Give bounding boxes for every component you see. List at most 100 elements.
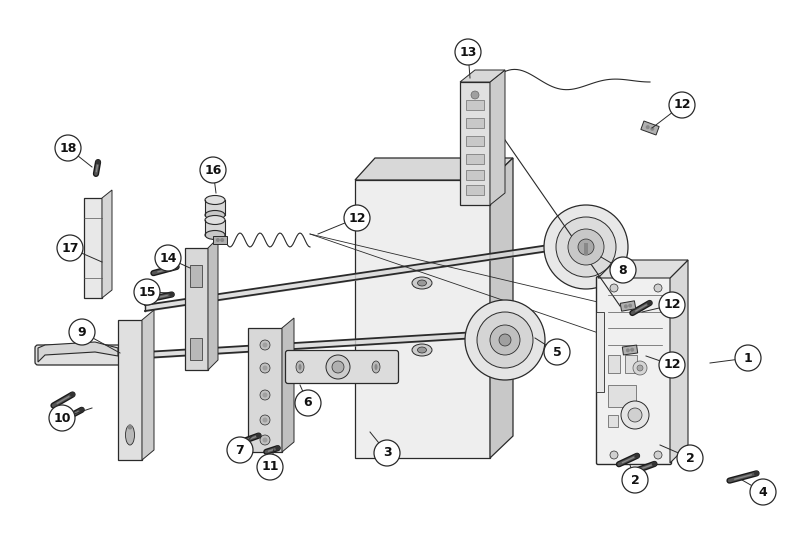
Polygon shape	[142, 310, 154, 460]
Circle shape	[626, 348, 630, 352]
Ellipse shape	[205, 216, 225, 224]
Circle shape	[227, 437, 253, 463]
Bar	[608, 415, 618, 427]
Polygon shape	[208, 238, 218, 370]
Circle shape	[654, 451, 662, 459]
Text: 8: 8	[618, 264, 627, 276]
Polygon shape	[670, 260, 688, 463]
Ellipse shape	[298, 364, 302, 370]
Ellipse shape	[412, 277, 432, 289]
Bar	[205, 220, 225, 235]
Text: 16: 16	[204, 163, 222, 176]
Circle shape	[260, 435, 270, 445]
Circle shape	[155, 245, 181, 271]
Polygon shape	[38, 342, 118, 362]
Circle shape	[650, 127, 654, 131]
Polygon shape	[598, 260, 688, 278]
Polygon shape	[185, 248, 208, 370]
Circle shape	[669, 92, 695, 118]
Circle shape	[633, 361, 647, 375]
Text: 1: 1	[744, 352, 752, 365]
Bar	[466, 185, 484, 195]
Circle shape	[174, 264, 179, 269]
Bar	[190, 265, 202, 287]
Text: 12: 12	[663, 299, 681, 312]
Circle shape	[646, 125, 650, 129]
Text: 14: 14	[159, 252, 177, 264]
Circle shape	[610, 257, 636, 283]
Text: 2: 2	[686, 452, 694, 465]
Circle shape	[200, 157, 226, 183]
Polygon shape	[460, 82, 490, 205]
Text: 6: 6	[304, 396, 312, 410]
Ellipse shape	[486, 330, 494, 370]
Text: 13: 13	[459, 45, 477, 58]
Circle shape	[677, 445, 703, 471]
Circle shape	[260, 390, 270, 400]
Text: 17: 17	[62, 241, 78, 254]
Circle shape	[275, 446, 280, 450]
Circle shape	[260, 340, 270, 350]
Circle shape	[374, 440, 400, 466]
Circle shape	[622, 467, 648, 493]
Bar	[608, 355, 620, 373]
Text: 7: 7	[236, 443, 244, 456]
Polygon shape	[490, 70, 505, 205]
Ellipse shape	[127, 424, 133, 430]
Circle shape	[578, 239, 594, 255]
Circle shape	[55, 135, 81, 161]
Polygon shape	[118, 320, 142, 460]
Circle shape	[630, 348, 634, 352]
Bar	[466, 154, 484, 164]
Circle shape	[499, 334, 511, 346]
Circle shape	[654, 284, 662, 292]
Text: 15: 15	[138, 286, 156, 299]
FancyBboxPatch shape	[35, 345, 121, 365]
Text: 18: 18	[59, 141, 77, 155]
Circle shape	[260, 415, 270, 425]
Circle shape	[326, 355, 350, 379]
Circle shape	[69, 319, 95, 345]
Circle shape	[621, 401, 649, 429]
Text: 5: 5	[553, 346, 562, 359]
Polygon shape	[641, 121, 659, 135]
Circle shape	[70, 392, 75, 397]
Circle shape	[647, 300, 652, 306]
Circle shape	[544, 205, 628, 289]
Circle shape	[262, 437, 267, 442]
Circle shape	[295, 390, 321, 416]
Circle shape	[344, 205, 370, 231]
Circle shape	[216, 238, 220, 242]
Text: 10: 10	[54, 412, 70, 424]
Bar	[488, 332, 493, 367]
Circle shape	[170, 292, 174, 297]
Ellipse shape	[126, 425, 134, 445]
Ellipse shape	[372, 361, 380, 373]
Text: 12: 12	[674, 98, 690, 111]
Bar	[466, 136, 484, 146]
Circle shape	[628, 408, 642, 422]
Circle shape	[49, 405, 75, 431]
Ellipse shape	[205, 211, 225, 219]
Circle shape	[610, 451, 618, 459]
Circle shape	[57, 235, 83, 261]
Circle shape	[455, 39, 481, 65]
Circle shape	[471, 91, 479, 99]
Ellipse shape	[205, 230, 225, 240]
Circle shape	[624, 304, 628, 308]
Circle shape	[652, 461, 657, 466]
Circle shape	[257, 454, 283, 480]
Text: 12: 12	[348, 211, 366, 224]
Polygon shape	[282, 318, 294, 452]
Circle shape	[754, 471, 759, 476]
Bar	[625, 355, 637, 373]
Bar	[466, 170, 484, 180]
Circle shape	[332, 361, 344, 373]
Circle shape	[262, 365, 267, 371]
Circle shape	[544, 339, 570, 365]
Circle shape	[659, 352, 685, 378]
Polygon shape	[355, 180, 490, 458]
Circle shape	[750, 479, 776, 505]
Circle shape	[262, 342, 267, 347]
Bar	[608, 385, 636, 407]
